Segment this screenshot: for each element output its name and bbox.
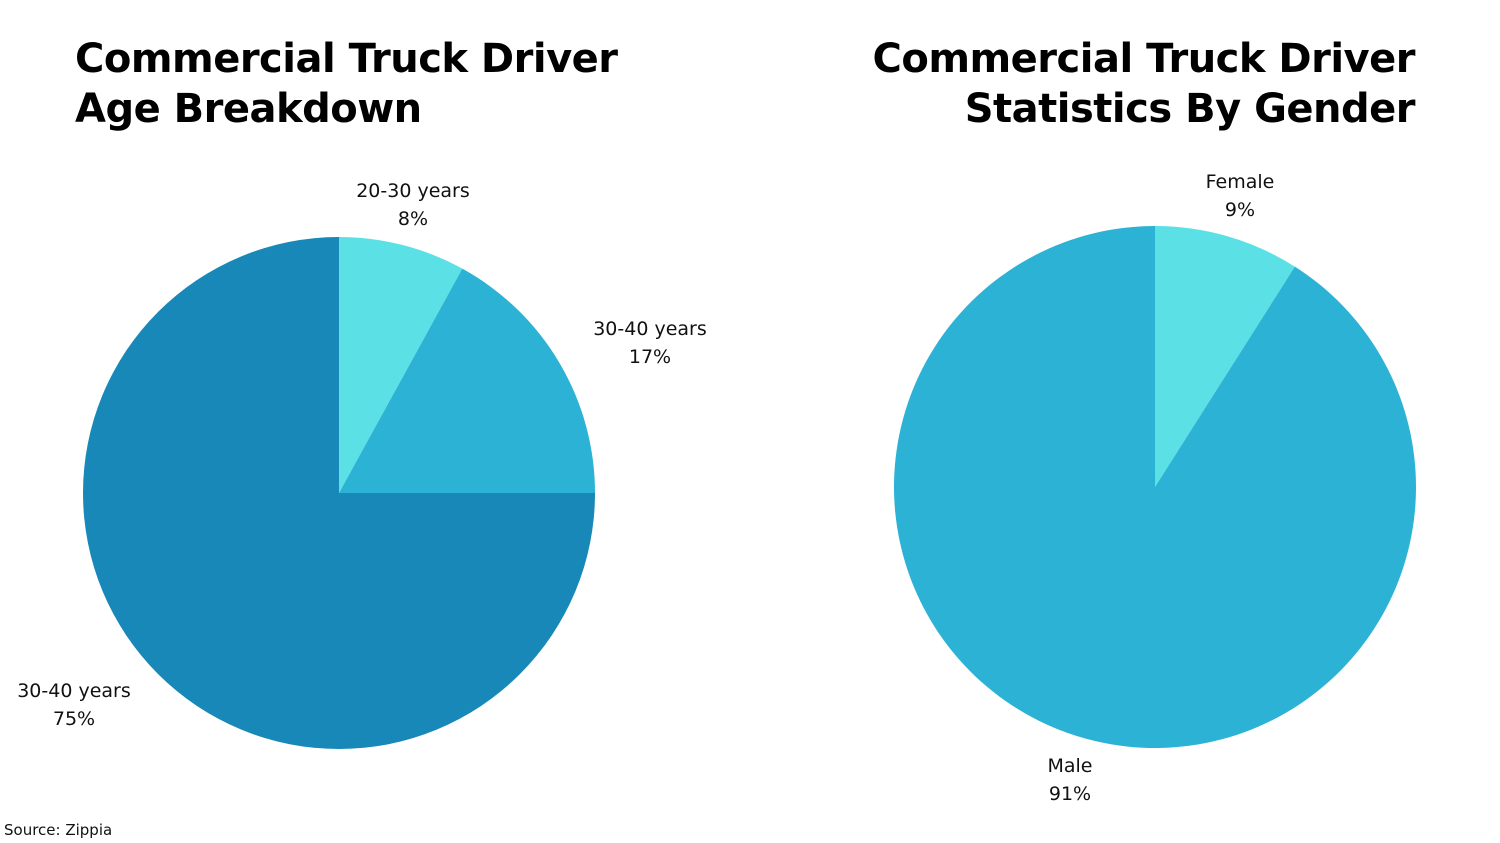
- pie-chart-gender: Female 9% Male 91%: [893, 171, 1416, 805]
- slice-label-age-0: 20-30 years 8%: [356, 180, 470, 230]
- slice-label-value-gender-0: 9%: [1225, 199, 1255, 221]
- chart-title-age-line-2: Age Breakdown: [75, 86, 422, 132]
- slice-label-gender-1: Male 91%: [1047, 755, 1092, 805]
- pie-slice-gender-1: [893, 225, 1416, 748]
- slice-label-value-gender-1: 91%: [1049, 783, 1091, 805]
- slice-label-value-age-2: 75%: [53, 708, 95, 730]
- slice-label-name-age-0: 20-30 years: [356, 180, 470, 202]
- slice-label-age-1: 30-40 years 17%: [593, 318, 707, 368]
- source-note: Source: Zippia: [4, 821, 113, 839]
- slice-label-age-2: 30-40 years 75%: [17, 680, 131, 730]
- pie-slice-gender-0: [1155, 226, 1295, 487]
- chart-title-age-line-1: Commercial Truck Driver: [75, 36, 618, 82]
- pie-slice-age-2: [83, 237, 595, 749]
- pie-slice-age-1: [339, 268, 595, 493]
- slice-label-name-gender-1: Male: [1047, 755, 1092, 777]
- slice-label-name-gender-0: Female: [1206, 171, 1275, 193]
- slice-label-name-age-2: 30-40 years: [17, 680, 131, 702]
- slice-label-gender-0: Female 9%: [1206, 171, 1275, 221]
- chart-title-gender-line-1: Commercial Truck Driver: [872, 36, 1415, 82]
- chart-title-gender: Commercial Truck Driver Statistics By Ge…: [872, 34, 1415, 134]
- pie-slice-age-0: [339, 237, 463, 493]
- slice-label-value-age-0: 8%: [398, 208, 428, 230]
- pie-chart-age: 20-30 years 8% 30-40 years 17% 30-40 years 75…: [17, 180, 707, 749]
- chart-title-age: Commercial Truck Driver Age Breakdown: [75, 34, 618, 134]
- slice-label-name-age-1: 30-40 years: [593, 318, 707, 340]
- slice-label-value-age-1: 17%: [629, 346, 671, 368]
- chart-title-gender-line-2: Statistics By Gender: [964, 86, 1416, 132]
